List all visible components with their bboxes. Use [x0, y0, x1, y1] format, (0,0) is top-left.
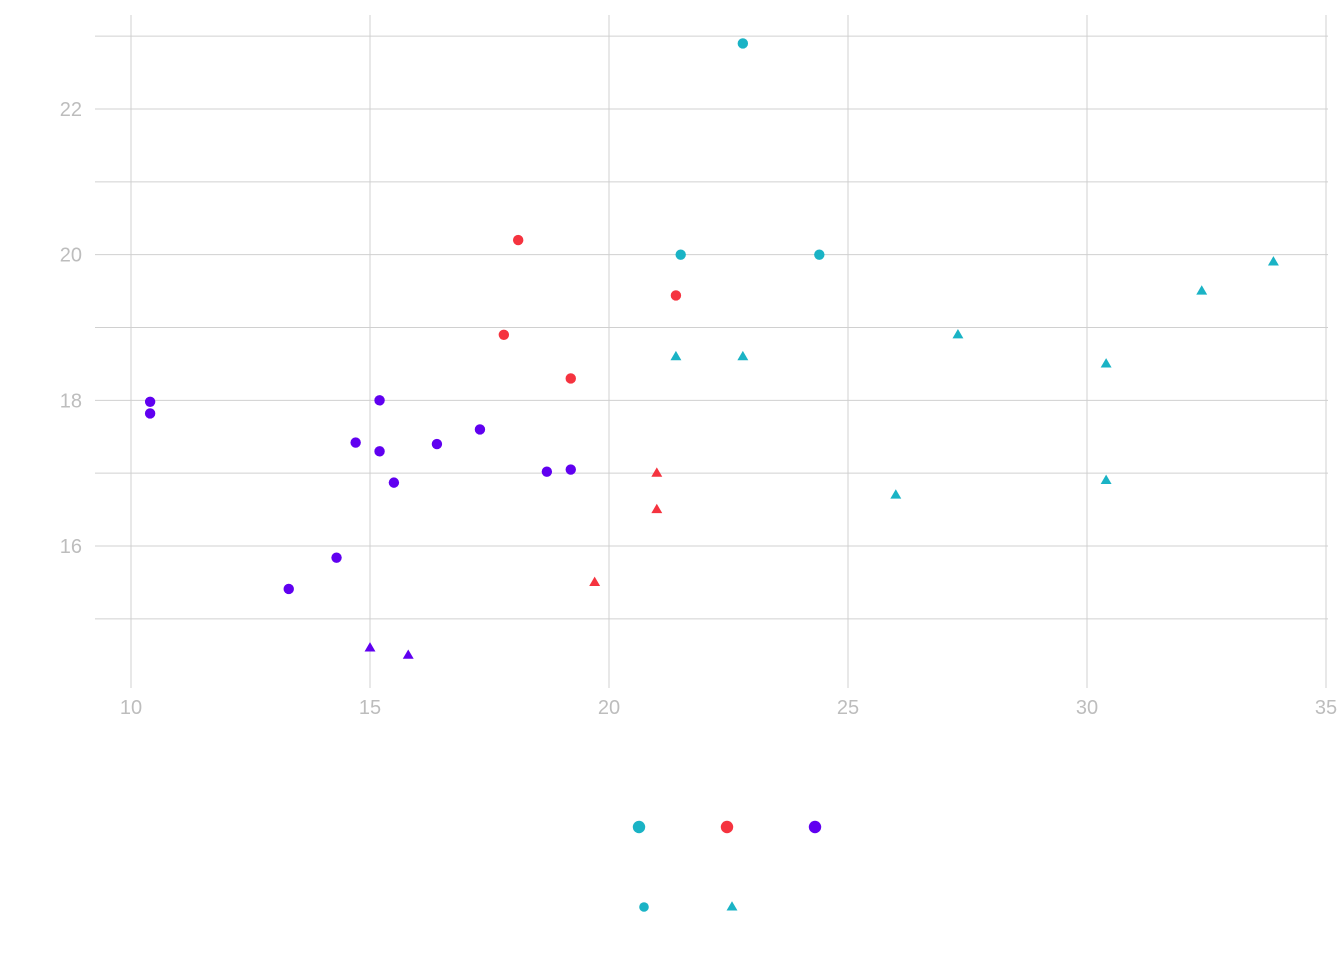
data-point-triangle [1196, 285, 1208, 295]
y-tick-label: 22 [60, 99, 82, 121]
data-point-circle [374, 395, 385, 406]
data-point-triangle [1100, 474, 1112, 485]
data-point-circle [283, 583, 294, 595]
legend-shape-key [639, 902, 649, 912]
data-points [144, 38, 1279, 659]
x-axis-ticks: 10 15 20 25 30 35 [120, 697, 1337, 719]
data-point-triangle [651, 467, 663, 477]
x-tick-label: 30 [1076, 697, 1098, 719]
data-point-circle [474, 424, 486, 435]
data-point-circle [331, 552, 342, 563]
data-point-triangle [1100, 358, 1112, 368]
data-point-circle [670, 290, 682, 301]
y-tick-label: 18 [60, 390, 82, 412]
x-tick-label: 10 [120, 697, 142, 719]
legend-shape-key [726, 901, 738, 911]
y-tick-label: 20 [60, 245, 82, 267]
data-point-circle [565, 373, 576, 384]
data-point-triangle [651, 503, 663, 514]
data-point-circle [498, 329, 510, 340]
data-point-triangle [670, 350, 682, 361]
legend [632, 820, 822, 912]
x-tick-label: 20 [598, 697, 620, 719]
data-point-triangle [1267, 256, 1279, 266]
data-point-circle [737, 38, 749, 49]
data-point-triangle [589, 576, 601, 586]
data-point-circle [565, 464, 576, 475]
grid [95, 15, 1328, 688]
data-point-triangle [402, 649, 414, 659]
data-point-circle [512, 234, 524, 246]
x-tick-label: 35 [1315, 697, 1337, 719]
data-point-circle [144, 408, 156, 419]
data-point-circle [675, 249, 686, 260]
legend-color-key [808, 820, 822, 834]
data-point-triangle [890, 489, 902, 499]
x-tick-label: 25 [837, 697, 859, 719]
data-point-circle [374, 446, 385, 457]
x-tick-label: 15 [359, 697, 381, 719]
data-point-circle [541, 466, 553, 477]
y-axis-ticks: 16 18 20 22 [60, 99, 82, 558]
data-point-circle [814, 249, 825, 260]
data-point-circle [388, 477, 400, 488]
y-tick-label: 16 [60, 536, 82, 558]
data-point-triangle [952, 328, 964, 339]
data-point-triangle [364, 642, 376, 652]
data-point-circle [350, 437, 361, 448]
legend-color-key [632, 820, 646, 834]
legend-color-key [720, 820, 734, 834]
data-point-triangle [737, 350, 749, 361]
data-point-circle [431, 438, 443, 450]
data-point-circle [144, 396, 156, 407]
